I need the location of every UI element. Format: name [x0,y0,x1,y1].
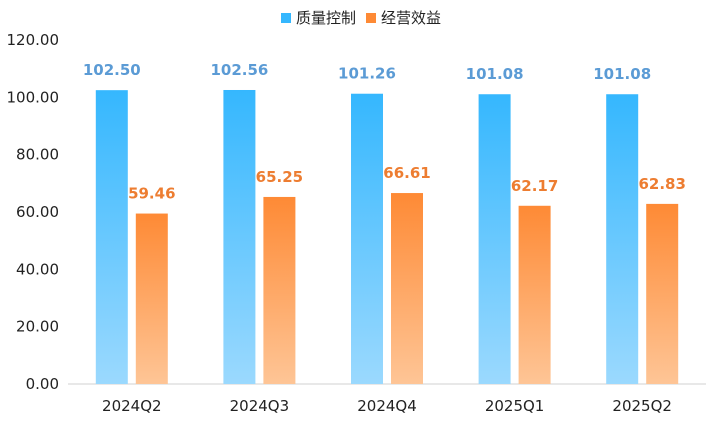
data-label: 65.25 [256,168,303,186]
data-label: 62.17 [511,177,558,195]
x-category-label: 2024Q2 [102,397,162,415]
bar-operating-benefit [263,196,296,384]
y-tick-label: 20.00 [16,318,59,336]
y-tick-label: 100.00 [7,88,60,106]
data-label: 62.83 [638,175,685,193]
data-label: 101.08 [466,65,524,83]
x-category-label: 2024Q4 [357,397,417,415]
data-label: 66.61 [383,164,430,182]
y-tick-label: 40.00 [16,260,59,278]
bar-operating-benefit [391,193,423,384]
bars-group: 102.50 59.46 102.56 65.25 101.26 66.61 101.08 6… [83,61,686,385]
bar-operating-benefit [646,203,679,384]
x-category-label: 2024Q3 [230,397,290,415]
y-axis: 0.00 20.00 40.00 60.00 80.00 100.00 120.00 [7,31,60,393]
data-label: 101.26 [338,65,396,83]
legend-swatch-quality-control [281,13,291,23]
bar-quality-control [606,94,639,384]
bar-quality-control [478,94,511,384]
y-tick-label: 120.00 [7,31,60,49]
x-axis: 2024Q2 2024Q3 2024Q4 2025Q1 2025Q2 [102,397,672,415]
legend: 质量控制 经营效益 [281,9,441,27]
y-tick-label: 80.00 [16,146,59,164]
y-tick-label: 60.00 [16,203,59,221]
legend-label-quality-control: 质量控制 [296,9,356,27]
legend-swatch-operating-benefit [366,13,376,23]
data-label: 101.08 [593,65,651,83]
y-tick-label: 0.00 [26,375,59,393]
x-category-label: 2025Q2 [612,397,672,415]
bar-quality-control [223,89,256,385]
x-category-label: 2025Q1 [485,397,545,415]
data-label: 102.56 [210,61,268,79]
bar-quality-control [351,93,383,384]
bar-quality-control [95,90,128,385]
data-label: 102.50 [83,61,141,79]
legend-label-operating-benefit: 经营效益 [381,9,441,27]
bar-operating-benefit [518,205,551,384]
bar-operating-benefit [135,213,168,384]
data-label: 59.46 [128,185,175,203]
